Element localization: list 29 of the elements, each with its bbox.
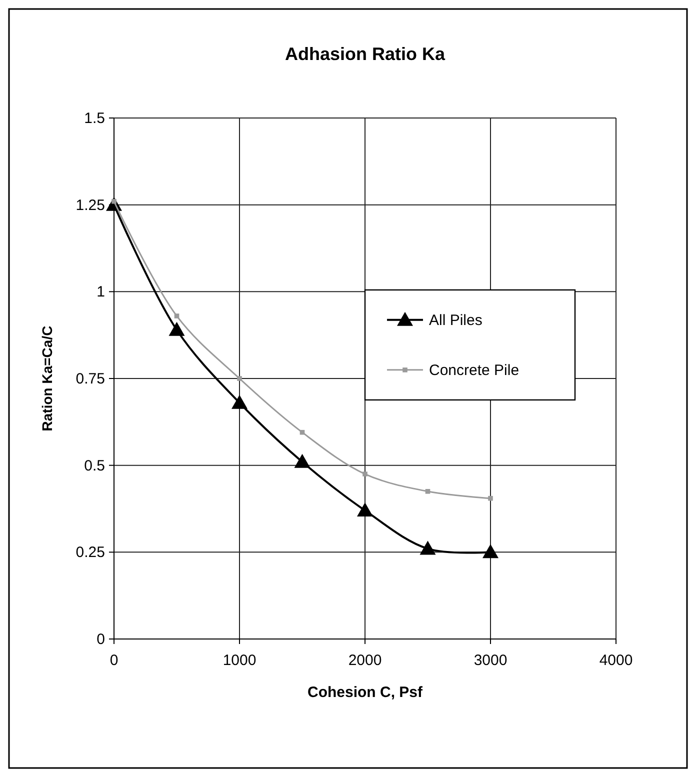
chart-title: Adhasion Ratio Ka — [284, 44, 446, 64]
point — [112, 198, 116, 204]
point — [357, 502, 373, 516]
x-tick-label: 3000 — [474, 652, 508, 669]
x-tick-label: 1000 — [222, 652, 256, 669]
point — [174, 314, 180, 318]
x-tick-label: 4000 — [599, 652, 633, 669]
x-axis-title: Cohesion C, Psf — [307, 684, 424, 701]
point — [482, 544, 498, 558]
legend-label: Concrete Pile — [429, 362, 520, 379]
legend-label: All Piles — [429, 312, 482, 329]
y-tick-label: 1.25 — [76, 196, 105, 214]
y-tick-label: 0.5 — [84, 457, 105, 474]
point — [168, 322, 185, 336]
point — [420, 540, 436, 555]
y-axis-title: Ration Ka=Ca/C — [39, 326, 55, 432]
point — [237, 376, 242, 381]
x-tick-label: 0 — [110, 652, 118, 669]
y-tick-label: 1 — [96, 284, 105, 301]
x-tick-label: 2000 — [348, 652, 382, 669]
point — [425, 488, 430, 494]
y-tick-label: 0.25 — [76, 544, 105, 562]
point — [294, 454, 310, 468]
y-tick-label: 1.5 — [84, 110, 105, 127]
y-tick-label: 0 — [96, 631, 105, 648]
point — [232, 394, 248, 409]
point — [488, 496, 493, 501]
point — [362, 472, 368, 476]
y-tick-label: 0.75 — [76, 370, 105, 388]
